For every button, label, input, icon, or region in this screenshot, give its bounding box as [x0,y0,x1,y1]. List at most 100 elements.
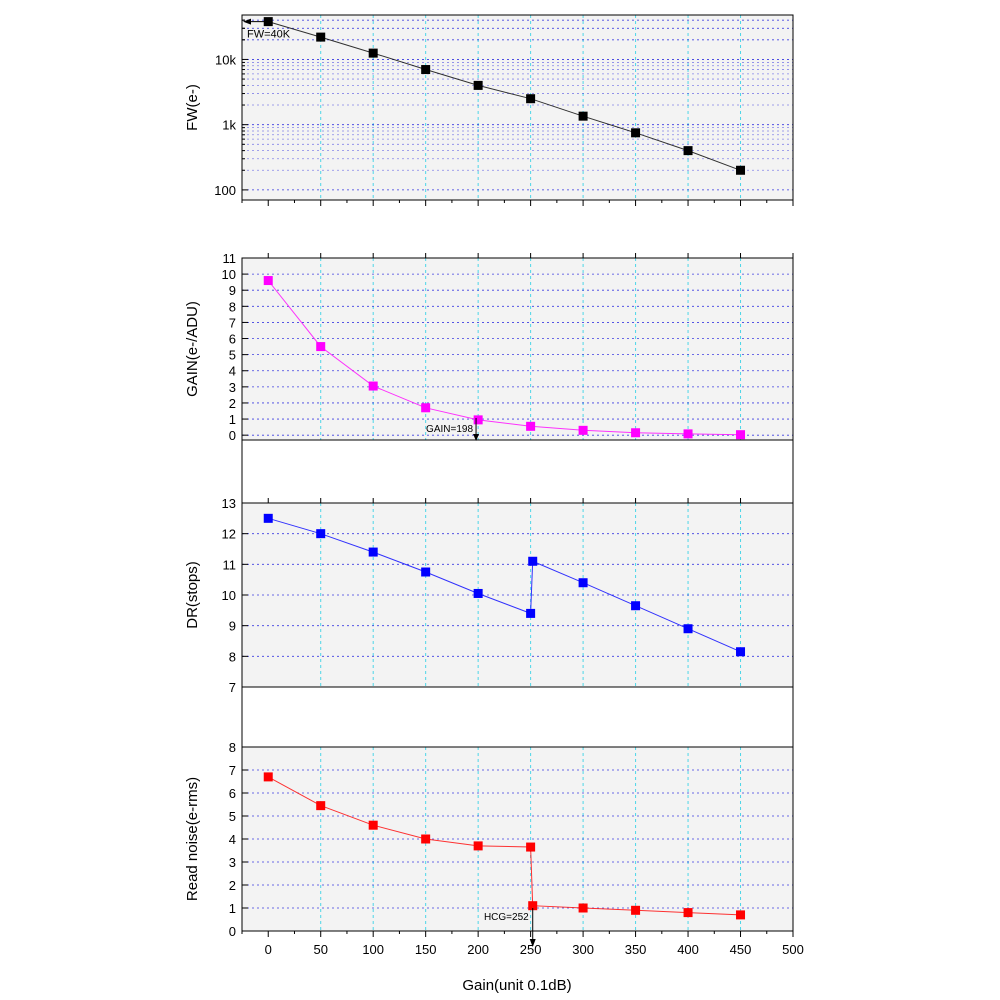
y-tick-label: 100 [214,183,236,198]
data-point [683,146,693,156]
x-tick-label: 500 [782,942,804,957]
data-point [316,32,326,42]
y-tick-label: 8 [229,649,236,664]
y-tick-label: 11 [223,251,237,266]
y-tick-label: 7 [229,763,236,778]
annotation-text: HCG=252 [484,912,529,923]
fw-annotation: FW=40K [243,18,291,41]
annotation-text: GAIN=198 [426,424,473,435]
annotation-arrowhead [243,18,251,25]
data-point [316,801,326,811]
y-tick-label: 1 [229,901,236,916]
data-point [421,834,431,844]
plot-frame [241,746,794,932]
panel-3: 7 8 9 10 11 12 13 DR(stops) [184,496,794,695]
x-tick-label: 50 [313,942,327,957]
plot-frame [241,257,794,441]
data-point [578,903,588,913]
data-point [473,80,483,90]
y-tick-label: 13 [222,496,236,511]
y-tick-label: 3 [229,380,236,395]
data-point [473,588,483,598]
x-tick-label: 300 [572,942,594,957]
y-axis-label: DR(stops) [184,561,201,629]
plot-background [242,258,793,440]
plot-background [242,15,793,200]
y-tick-label: 4 [229,832,236,847]
y-tick-label: 10 [222,588,236,603]
y-tick-label: 9 [229,283,236,298]
y-tick-label: 8 [229,740,236,755]
x-tick-label: 100 [362,942,384,957]
y-tick-label: 8 [229,299,236,314]
data-point [578,111,588,121]
y-tick-label: 12 [222,527,236,542]
data-point [316,342,326,352]
data-point [421,65,431,75]
x-tick-labels: 0 50 100 150 200 250 300 350 400 450 500 [265,942,804,957]
data-point [421,403,431,413]
data-point [631,428,641,438]
y-tick-label: 10k [215,52,236,67]
x-tick-label: 400 [677,942,699,957]
data-point [526,842,536,852]
data-point [526,421,536,431]
data-point [368,547,378,557]
data-point [683,429,693,439]
data-point [368,820,378,830]
annotation-text: FW=40K [247,29,291,41]
y-tick-label: 7 [229,315,236,330]
data-point [526,94,536,104]
y-tick-label: 9 [229,619,236,634]
x-tick-label: 250 [520,942,542,957]
y-axis-label: FW(e-) [184,84,201,131]
data-point [368,381,378,391]
panel-1: 100 1k 10k FW(e-) [184,14,794,206]
annotation-arrowhead [473,434,480,441]
y-tick-label: 0 [229,428,236,443]
y-tick-label: 6 [229,332,236,347]
y-tick-label: 7 [229,680,236,695]
y-tick-label: 11 [223,557,237,572]
y-tick-label: 1 [229,412,236,427]
data-point [263,772,273,782]
data-point [263,276,273,286]
y-tick-label: 4 [229,364,236,379]
x-axis-label: Gain(unit 0.1dB) [462,977,571,994]
series-line [267,280,741,436]
data-point [578,578,588,588]
x-tick-label: 0 [265,942,272,957]
y-tick-label: 10 [222,267,236,282]
series-line [268,21,741,171]
data-point [316,529,326,539]
data-point [263,17,273,27]
data-point [736,430,746,440]
gain-annotation: GAIN=198 [426,418,480,441]
panel-4: 0 1 2 3 4 5 6 7 8 Read noise(e-rms) [184,740,794,939]
annotation-arrowhead [529,939,536,947]
data-point [736,647,746,657]
data-point [528,556,538,566]
data-point [473,415,483,425]
y-tick-label: 5 [229,809,236,824]
y-tick-label: 2 [229,878,236,893]
x-tick-label: 200 [467,942,489,957]
data-point [421,567,431,577]
data-point [631,601,641,611]
x-tick-label: 150 [415,942,437,957]
data-point [526,608,536,618]
y-tick-label: 3 [229,855,236,870]
data-point [578,425,588,435]
y-tick-label: 2 [229,396,236,411]
data-point [473,841,483,851]
data-point [683,624,693,634]
y-tick-label: 1k [222,118,236,133]
plot-frame [241,502,794,688]
y-axis-label: GAIN(e-/ADU) [184,301,201,397]
y-axis-label: Read noise(e-rms) [184,777,201,901]
y-tick-label: 6 [229,786,236,801]
data-point [736,910,746,920]
x-tick-label: 450 [730,942,752,957]
